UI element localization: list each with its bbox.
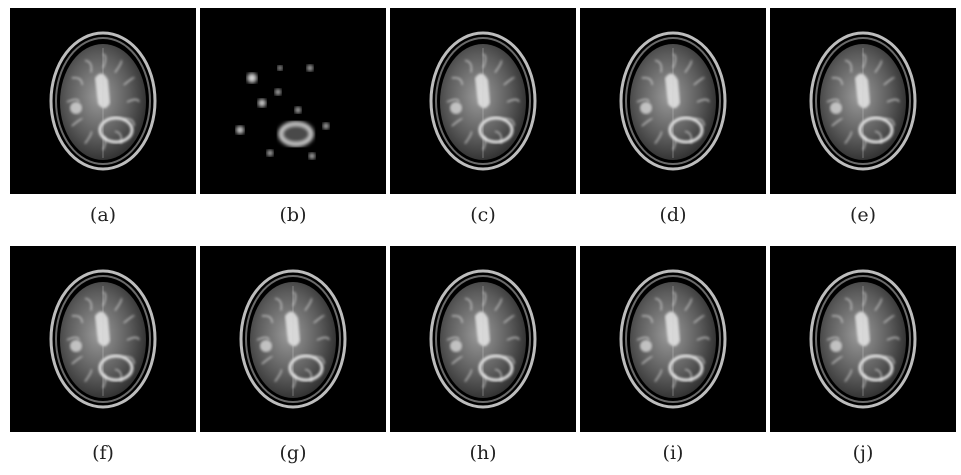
figure-grid: (a) (b) (c) (d) (e) (f) (g) (h)	[10, 8, 960, 464]
panel-label-g: (g)	[279, 442, 307, 464]
mri-image-i	[580, 246, 766, 432]
panel-j: (j)	[770, 246, 956, 464]
panel-label-d: (d)	[659, 204, 687, 226]
mri-image-a	[10, 8, 196, 194]
panel-c: (c)	[390, 8, 576, 226]
panel-label-f: (f)	[92, 442, 114, 464]
panel-d: (d)	[580, 8, 766, 226]
panel-i: (i)	[580, 246, 766, 464]
panel-label-h: (h)	[469, 442, 497, 464]
panel-h: (h)	[390, 246, 576, 464]
panel-label-j: (j)	[852, 442, 874, 464]
mri-image-h	[390, 246, 576, 432]
panel-label-i: (i)	[662, 442, 684, 464]
panel-label-b: (b)	[279, 204, 307, 226]
mri-image-b	[200, 8, 386, 194]
panel-label-a: (a)	[89, 204, 117, 226]
mri-image-e	[770, 8, 956, 194]
mri-image-d	[580, 8, 766, 194]
mri-image-f	[10, 246, 196, 432]
panel-label-e: (e)	[849, 204, 877, 226]
panel-b: (b)	[200, 8, 386, 226]
panel-row-2: (f) (g) (h) (i) (j)	[10, 246, 960, 464]
panel-f: (f)	[10, 246, 196, 464]
mri-image-c	[390, 8, 576, 194]
panel-e: (e)	[770, 8, 956, 226]
panel-label-c: (c)	[470, 204, 496, 226]
mri-image-g	[200, 246, 386, 432]
panel-a: (a)	[10, 8, 196, 226]
panel-row-1: (a) (b) (c) (d) (e)	[10, 8, 960, 226]
panel-g: (g)	[200, 246, 386, 464]
mri-image-j	[770, 246, 956, 432]
